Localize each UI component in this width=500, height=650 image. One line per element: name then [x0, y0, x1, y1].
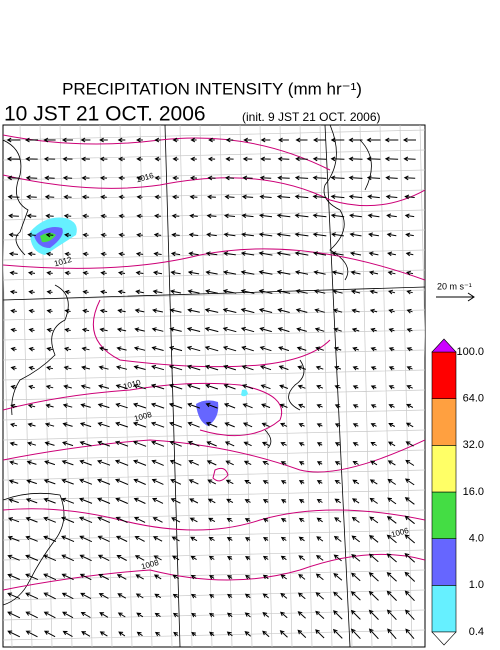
init-time: (init. 9 JST 21 OCT. 2006) — [242, 110, 381, 124]
colorbar-label: 16.0 — [463, 486, 484, 498]
colorbar-over — [431, 338, 457, 353]
colorbar-segment — [431, 351, 457, 399]
colorbar-under — [431, 631, 457, 646]
valid-time: 10 JST 21 OCT. 2006 — [4, 103, 206, 126]
colorbar-segment — [431, 585, 457, 633]
precip-area — [241, 389, 248, 397]
colorbar-segment — [431, 491, 457, 539]
coastline — [3, 125, 372, 606]
colorbar-segment — [431, 398, 457, 446]
colorbar-label: 0.4 — [469, 626, 484, 638]
colorbar-label: 100.0 — [456, 346, 484, 358]
colorbar-label: 64.0 — [463, 393, 484, 405]
colorbar-segment — [431, 445, 457, 493]
colorbar-label: 1.0 — [469, 579, 484, 591]
wind-scale-label: 20 m s⁻¹ — [437, 281, 472, 291]
colorbar-label: 4.0 — [469, 533, 484, 545]
title: PRECIPITATION INTENSITY (mm hr⁻¹) — [62, 79, 362, 98]
wind-scale-arrow — [436, 292, 475, 302]
colorbar-label: 32.0 — [463, 439, 484, 451]
wind-vectors — [6, 137, 416, 640]
colorbar: 0.4 1.0 4.0 16.0 32.0 64.0 100.0 — [431, 338, 484, 646]
colorbar-segment — [431, 538, 457, 586]
